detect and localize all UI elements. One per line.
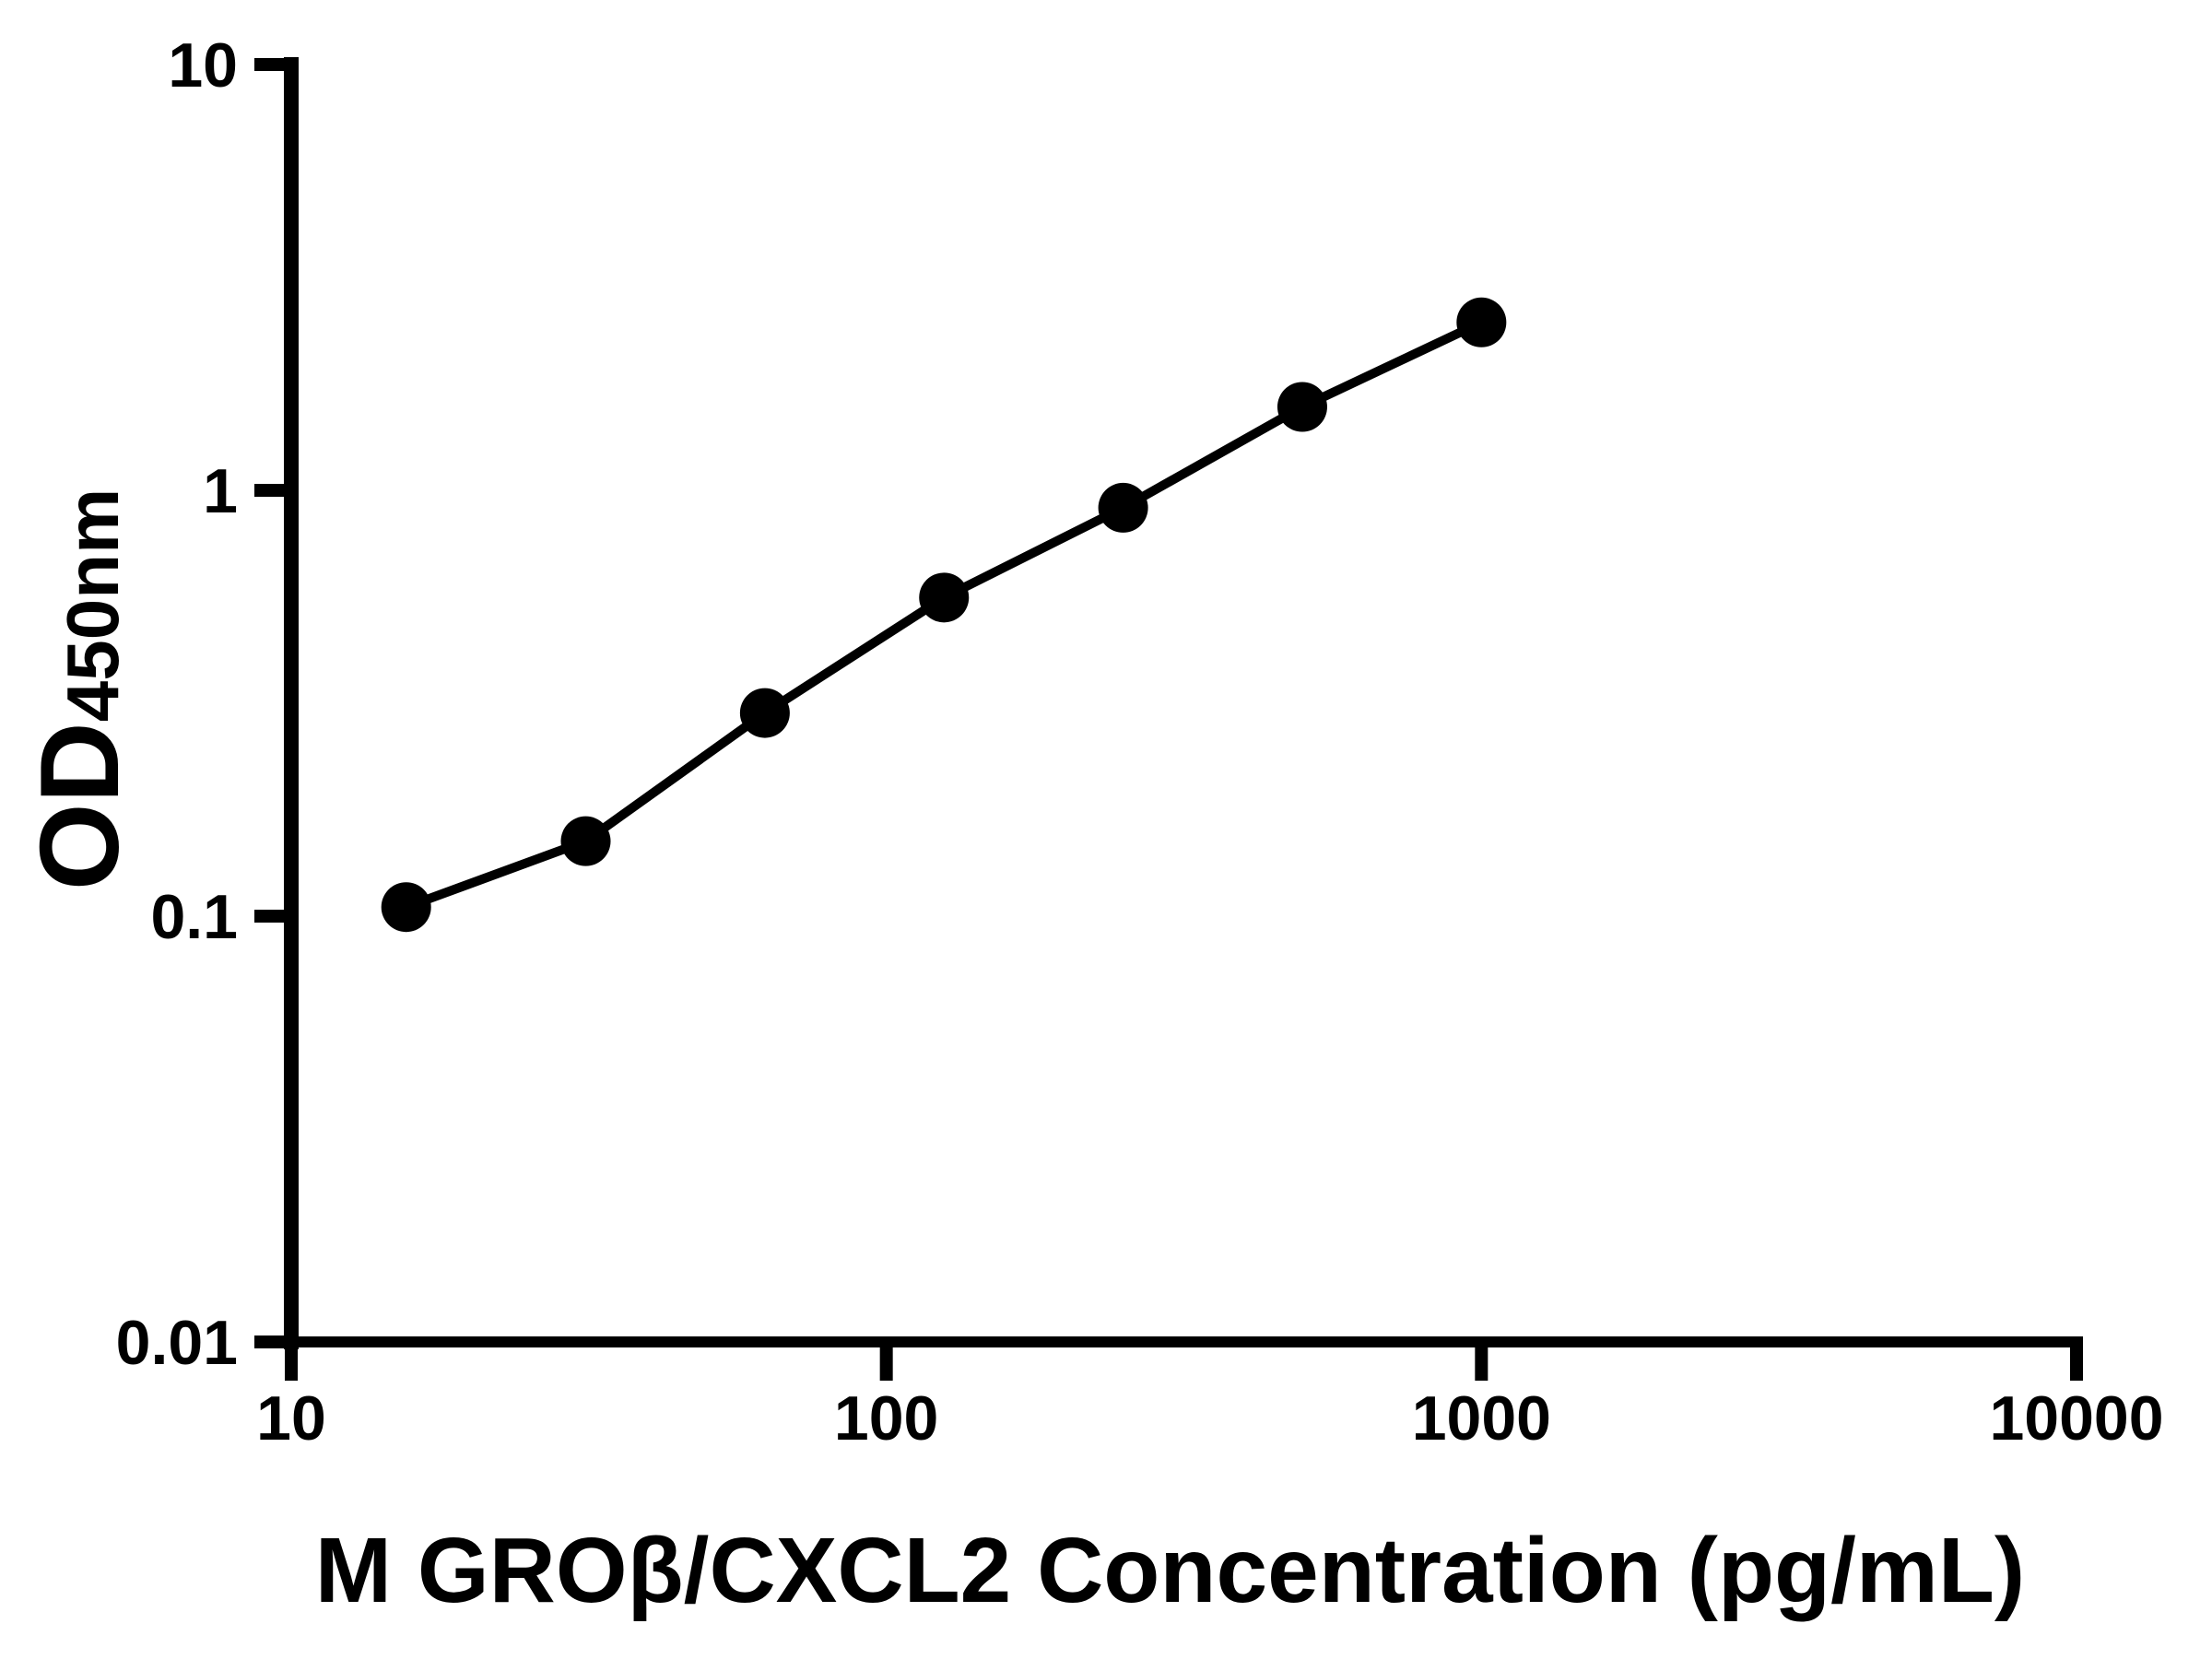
y-tick-label-1: 1 [203, 456, 238, 526]
x-tick-label-1000: 1000 [1412, 1383, 1551, 1453]
y-tick-label-0.01: 0.01 [116, 1308, 238, 1378]
y-axis-title: OD450nm [17, 488, 142, 890]
x-tick-label-100: 100 [834, 1383, 938, 1453]
y-tick-label-0.1: 0.1 [150, 882, 238, 952]
x-tick-label-10: 10 [256, 1383, 326, 1453]
data-point-3 [919, 572, 970, 623]
y-axis-title-main: OD [17, 722, 142, 890]
data-point-6 [1456, 297, 1507, 347]
x-tick-label-10000: 10000 [1989, 1383, 2163, 1453]
data-point-1 [560, 816, 611, 866]
y-tick-label-10: 10 [168, 30, 238, 100]
data-point-0 [381, 882, 431, 933]
x-axis-title: M GROβ/CXCL2 Concentration (pg/mL) [315, 1519, 2025, 1622]
data-point-4 [1098, 482, 1148, 533]
y-axis-title-sub: 450nm [52, 488, 134, 722]
data-point-5 [1277, 382, 1327, 432]
data-point-2 [739, 688, 790, 738]
